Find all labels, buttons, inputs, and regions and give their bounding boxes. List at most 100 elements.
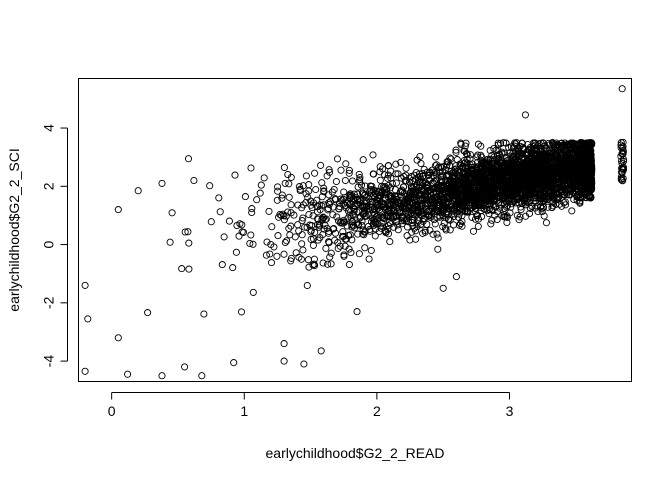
data-point (348, 223, 356, 231)
data-point (494, 154, 502, 162)
data-point (287, 222, 295, 230)
data-point (273, 196, 281, 204)
data-point (496, 194, 504, 202)
data-point (494, 146, 502, 154)
data-point (558, 141, 566, 149)
data-point (178, 265, 186, 273)
data-point (549, 202, 557, 210)
data-point (452, 146, 460, 154)
data-point (392, 160, 400, 168)
data-point (158, 179, 166, 187)
data-point (306, 221, 314, 229)
data-point (206, 182, 214, 190)
data-point (543, 153, 551, 161)
data-point (440, 162, 448, 170)
data-point (456, 220, 465, 228)
data-point (452, 273, 460, 281)
data-point (190, 176, 198, 185)
data-point (445, 216, 453, 224)
data-point (345, 245, 353, 253)
data-point (260, 174, 268, 182)
data-point (281, 179, 289, 187)
data-point (488, 159, 496, 167)
data-point (274, 183, 282, 191)
data-point (496, 159, 504, 167)
data-point (366, 188, 374, 196)
data-point (329, 211, 337, 219)
data-point (408, 228, 416, 236)
plot-frame (78, 78, 632, 382)
data-point (231, 171, 239, 179)
data-point (518, 150, 526, 158)
data-point (474, 140, 482, 148)
data-point (462, 139, 470, 147)
data-point (567, 149, 575, 157)
data-point (307, 235, 315, 243)
data-point (452, 148, 460, 156)
data-point (381, 211, 389, 220)
data-point (337, 218, 345, 226)
data-point (555, 200, 564, 208)
data-point (333, 213, 341, 221)
data-point (249, 288, 257, 296)
data-point (531, 204, 539, 212)
data-point (369, 222, 378, 230)
data-point (519, 189, 527, 198)
data-point (409, 211, 417, 219)
data-point (280, 250, 288, 258)
data-point (434, 234, 442, 242)
data-point (354, 221, 362, 229)
data-point (355, 250, 363, 258)
data-point (344, 207, 352, 215)
data-point (587, 141, 595, 149)
data-point (477, 159, 485, 167)
data-point (402, 164, 410, 172)
data-point (567, 158, 575, 166)
data-point (320, 214, 328, 222)
data-point (450, 174, 458, 182)
data-point (198, 372, 206, 380)
data-point (479, 172, 487, 180)
points-layer (81, 85, 628, 380)
data-point (574, 174, 582, 182)
data-point (399, 183, 407, 191)
data-point (312, 185, 320, 194)
data-point (320, 225, 328, 233)
data-point (587, 182, 596, 190)
data-point (497, 170, 505, 178)
data-point (419, 172, 427, 180)
data-point (84, 315, 92, 323)
data-point (378, 202, 386, 210)
data-point (285, 193, 293, 201)
data-point (573, 170, 581, 178)
data-point (520, 165, 529, 173)
y-axis-label: earlychildhood$G2_2_SCI (6, 148, 22, 311)
data-point (580, 183, 588, 191)
data-point (371, 232, 379, 240)
data-point (548, 203, 556, 211)
data-point (474, 222, 482, 230)
y-axis: -4 -2 0 2 4 (41, 124, 68, 367)
data-point (430, 208, 438, 216)
data-point (373, 187, 381, 195)
data-point (540, 166, 548, 174)
data-point (336, 203, 344, 211)
data-point (339, 219, 347, 227)
data-point (274, 232, 282, 240)
data-point (619, 138, 627, 146)
data-point (412, 183, 420, 191)
data-point (373, 196, 381, 204)
data-point (537, 191, 545, 199)
data-point (467, 190, 475, 198)
data-point (560, 199, 568, 207)
data-point (181, 363, 189, 371)
data-point (341, 235, 349, 243)
data-point (464, 190, 472, 198)
data-point (310, 199, 318, 207)
data-point (459, 169, 467, 177)
data-point (458, 212, 466, 220)
data-point (338, 196, 346, 204)
data-point (410, 216, 418, 224)
data-point (305, 181, 313, 189)
